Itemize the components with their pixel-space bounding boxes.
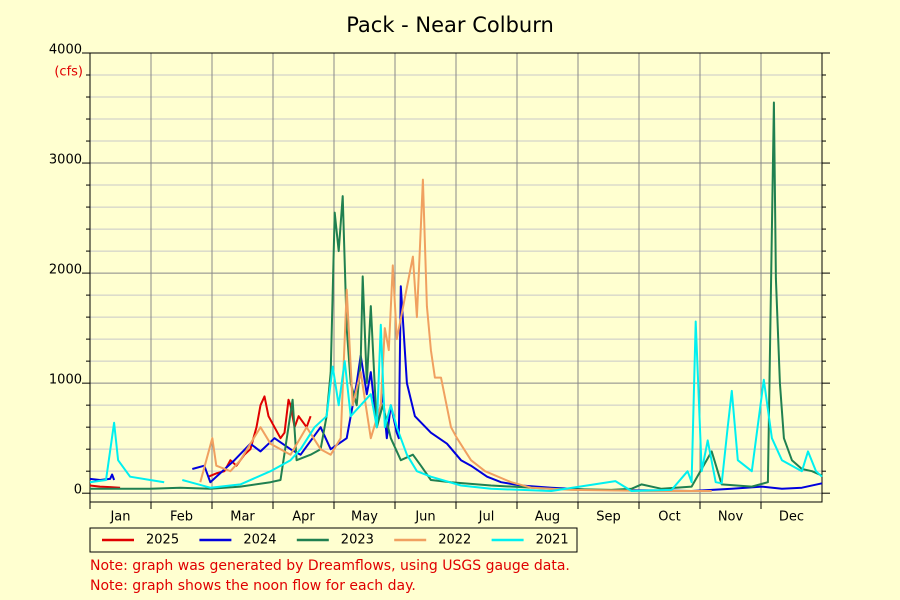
y-tick-label: 0: [74, 483, 82, 498]
x-tick-label: Nov: [718, 510, 744, 525]
series-line: [89, 320, 823, 492]
legend-box: [89, 527, 578, 553]
legend-label: 2021: [536, 533, 569, 548]
x-tick-label: Sep: [596, 510, 621, 525]
series-line: [89, 395, 312, 489]
y-tick-label: 3000: [49, 153, 82, 168]
x-tick-label: Dec: [779, 510, 804, 525]
legend-label: 2025: [146, 533, 179, 548]
legend-label: 2024: [243, 533, 276, 548]
x-tick-label: Jun: [414, 510, 435, 525]
x-tick-label: Jul: [478, 510, 495, 525]
x-tick-label: Feb: [170, 510, 193, 525]
legend-label: 2023: [341, 533, 374, 548]
x-tick-label: Oct: [658, 510, 680, 525]
x-tick-label: May: [351, 510, 378, 525]
legend-label: 2022: [438, 533, 471, 548]
y-unit: (cfs): [54, 65, 83, 80]
chart-title: Pack - Near Colburn: [346, 13, 554, 37]
series-line: [199, 178, 712, 492]
x-tick-label: Mar: [230, 510, 255, 525]
plot-frame: [89, 52, 823, 503]
y-tick-label: 1000: [49, 373, 82, 388]
x-tick-label: Apr: [292, 510, 315, 525]
note: Note: graph was generated by Dreamflows,…: [90, 558, 570, 574]
note: Note: graph shows the noon flow for each…: [90, 578, 416, 594]
x-tick-label: Jan: [109, 510, 130, 525]
y-tick-label: 4000: [49, 43, 82, 58]
x-tick-label: Aug: [535, 510, 560, 525]
y-tick-label: 2000: [49, 263, 82, 278]
